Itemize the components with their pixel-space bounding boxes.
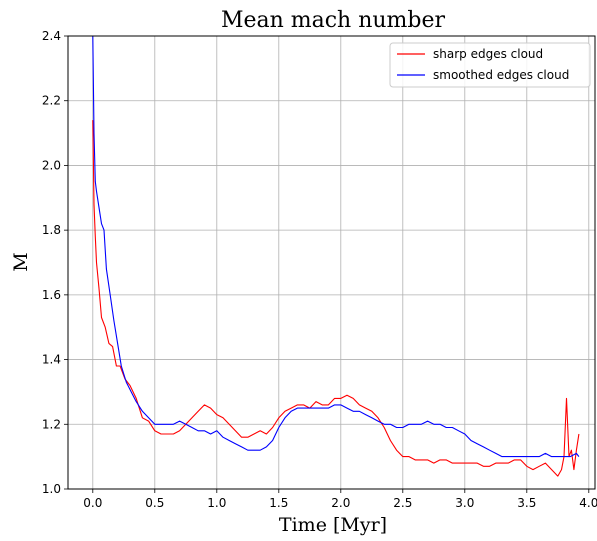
legend-box xyxy=(389,42,591,88)
y-tick-label: 1.0 xyxy=(42,482,61,496)
series-line-sharp xyxy=(92,120,580,477)
x-tick-label: 3.0 xyxy=(455,496,474,510)
axis-ticks: 0.0 0.5 1.0 1.5 2.0 2.5 3.0 3.5 4.0 1.0 1.2 1.4 1.6 1… xyxy=(42,29,597,510)
x-axis-label: Time [Myr] xyxy=(279,514,387,536)
x-tick-label: 1.0 xyxy=(207,496,226,510)
y-tick-label: 1.6 xyxy=(42,288,61,302)
legend: sharp edges cloud smoothed edges cloud xyxy=(389,42,591,88)
y-tick-label: 1.8 xyxy=(42,223,61,237)
plot-area-frame xyxy=(67,35,596,490)
x-tick-label: 2.0 xyxy=(331,496,350,510)
x-tick-label: 0.5 xyxy=(145,496,164,510)
chart-title: Mean mach number xyxy=(221,8,446,33)
x-tick-label: 1.5 xyxy=(269,496,288,510)
y-tick-label: 2.2 xyxy=(42,94,61,108)
series-layer xyxy=(92,35,580,477)
series-line-smoothed xyxy=(92,35,580,458)
grid xyxy=(68,35,595,490)
legend-label-sharp: sharp edges cloud xyxy=(433,47,543,61)
x-tick-label: 3.5 xyxy=(517,496,536,510)
y-tick-label: 2.0 xyxy=(42,158,61,172)
y-tick-label: 1.4 xyxy=(42,353,61,367)
x-tick-label: 2.5 xyxy=(393,496,412,510)
x-tick-label: 0.0 xyxy=(83,496,102,510)
legend-label-smoothed: smoothed edges cloud xyxy=(433,68,569,82)
x-tick-label: 4.0 xyxy=(579,496,597,510)
y-axis-label: M xyxy=(10,252,32,271)
y-tick-label: 2.4 xyxy=(42,29,61,43)
y-tick-label: 1.2 xyxy=(42,417,61,431)
